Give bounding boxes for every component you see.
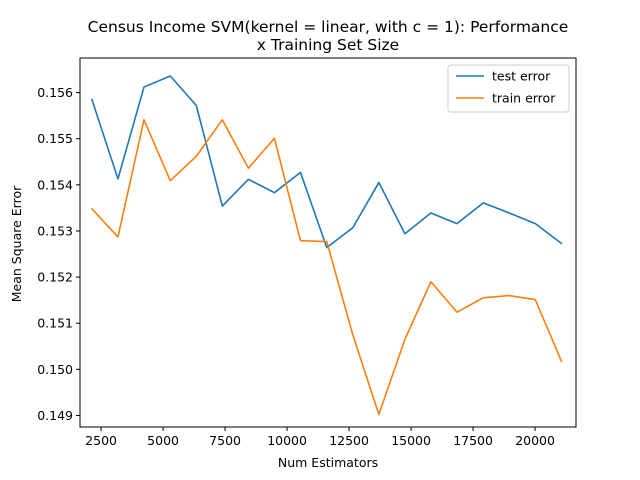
legend: test error train error xyxy=(447,64,570,113)
series-layer xyxy=(90,75,563,416)
plot-frame xyxy=(79,57,577,428)
x-tick-label: 15000 xyxy=(391,433,431,448)
y-axis-label: Mean Square Error xyxy=(9,185,24,302)
y-tick-label: 0.156 xyxy=(37,85,73,100)
series-line-train-error xyxy=(90,119,563,416)
x-tick-label: 17500 xyxy=(453,433,493,448)
series-line-test-error xyxy=(90,75,563,249)
x-tick-label: 20000 xyxy=(515,433,555,448)
y-tick-label: 0.150 xyxy=(37,362,73,377)
y-tick-label: 0.154 xyxy=(37,177,73,192)
y-tick-label: 0.153 xyxy=(37,223,73,238)
x-axis-label: Num Estimators xyxy=(278,455,378,470)
legend-label: test error xyxy=(492,69,551,84)
y-tick-label: 0.155 xyxy=(37,131,73,146)
chart-title-line-1: Census Income SVM(kernel = linear, with … xyxy=(88,18,569,36)
ticks-layer: 2500 5000 7500 10000 12500 15000 17500 20000 0.1… xyxy=(37,85,555,448)
legend-label: train error xyxy=(492,91,556,106)
x-tick-label: 10000 xyxy=(267,433,307,448)
chart-title-line-2: x Training Set Size xyxy=(257,36,399,54)
x-tick-label: 5000 xyxy=(147,433,179,448)
x-tick-label: 7500 xyxy=(209,433,241,448)
y-tick-label: 0.151 xyxy=(37,316,73,331)
y-tick-label: 0.149 xyxy=(37,408,73,423)
x-tick-label: 12500 xyxy=(329,433,369,448)
x-tick-label: 2500 xyxy=(85,433,117,448)
y-tick-label: 0.152 xyxy=(37,270,73,285)
